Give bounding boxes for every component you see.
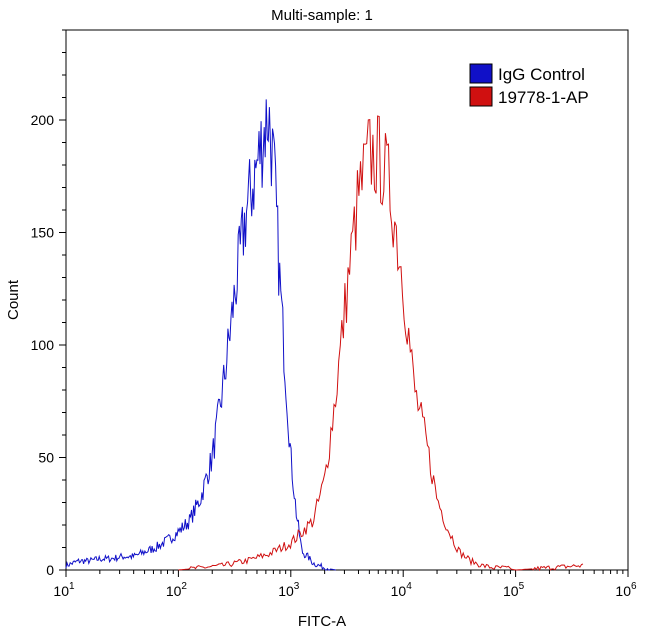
- series-line-1: [65, 99, 336, 571]
- legend-label: 19778-1-AP: [498, 88, 589, 107]
- x-tick-label: 102: [166, 581, 188, 599]
- x-axis: 101 102 103 104 105 106: [53, 570, 637, 599]
- chart-title: Multi-sample: 1: [271, 7, 373, 24]
- series-line-2: [178, 115, 584, 572]
- y-tick-label: 200: [31, 112, 55, 128]
- legend-label: IgG Control: [498, 65, 585, 84]
- x-tick-label: 105: [503, 581, 525, 599]
- y-axis: 0 50 100 150 200: [31, 29, 66, 578]
- y-axis-label: Count: [5, 279, 22, 320]
- y-tick-label: 100: [31, 337, 55, 353]
- series-group: [65, 99, 584, 572]
- x-tick-label: 104: [391, 581, 413, 599]
- y-tick-label: 150: [31, 225, 55, 241]
- y-tick-label: 50: [38, 450, 54, 466]
- x-tick-label: 103: [278, 581, 300, 599]
- y-tick-label: 0: [46, 562, 54, 578]
- x-axis-label: FITC-A: [298, 613, 346, 630]
- legend-swatch: [469, 63, 493, 84]
- legend: IgG Control 19778-1-AP: [469, 63, 589, 107]
- legend-swatch: [469, 86, 493, 107]
- x-tick-label: 106: [615, 581, 637, 599]
- x-tick-label: 101: [53, 581, 75, 599]
